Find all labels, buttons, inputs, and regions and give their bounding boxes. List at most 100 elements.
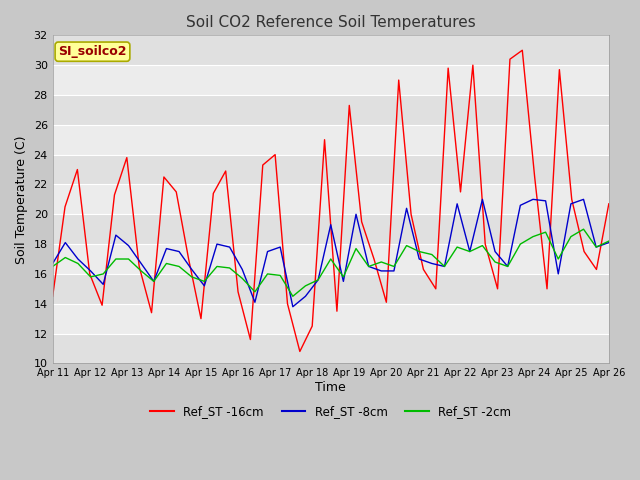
Ref_ST -16cm <box>321 137 328 143</box>
Ref_ST -8cm <box>188 266 196 272</box>
Ref_ST -16cm <box>531 174 538 180</box>
Ref_ST -16cm <box>160 174 168 180</box>
Ref_ST -8cm <box>301 293 309 299</box>
Ref_ST -2cm <box>301 283 309 289</box>
Ref_ST -2cm <box>226 265 234 271</box>
Ref_ST -16cm <box>580 249 588 254</box>
Ref_ST -16cm <box>74 167 81 172</box>
Ref_ST -2cm <box>276 273 284 278</box>
Ref_ST -16cm <box>246 336 254 342</box>
Ref_ST -2cm <box>175 264 183 269</box>
Ref_ST -8cm <box>251 300 259 305</box>
Ref_ST -2cm <box>516 241 524 247</box>
Ref_ST -16cm <box>407 211 415 217</box>
Ref_ST -8cm <box>605 240 612 245</box>
Ref_ST -8cm <box>340 278 348 284</box>
Ref_ST -8cm <box>542 198 550 204</box>
Ref_ST -8cm <box>516 203 524 208</box>
Ref_ST -2cm <box>327 256 335 262</box>
Ref_ST -2cm <box>403 243 410 249</box>
Bar <box>52 214 609 244</box>
Ref_ST -8cm <box>453 201 461 207</box>
Ref_ST -2cm <box>492 259 499 265</box>
Bar <box>52 304 609 334</box>
Ref_ST -2cm <box>529 234 537 240</box>
Ref_ST -2cm <box>289 293 297 299</box>
Ref_ST -8cm <box>138 261 145 266</box>
Ref_ST -2cm <box>567 234 575 240</box>
Ref_ST -8cm <box>415 256 423 262</box>
Legend: Ref_ST -16cm, Ref_ST -8cm, Ref_ST -2cm: Ref_ST -16cm, Ref_ST -8cm, Ref_ST -2cm <box>145 401 516 423</box>
Ref_ST -16cm <box>135 264 143 269</box>
Ref_ST -16cm <box>197 316 205 322</box>
Bar <box>52 184 609 214</box>
Ref_ST -8cm <box>200 283 208 289</box>
Bar <box>52 334 609 363</box>
Ref_ST -2cm <box>593 244 600 250</box>
Ref_ST -8cm <box>428 261 436 266</box>
Ref_ST -8cm <box>390 268 398 274</box>
Ref_ST -8cm <box>403 205 410 211</box>
Ref_ST -2cm <box>340 274 348 280</box>
Ref_ST -2cm <box>365 264 372 269</box>
Ref_ST -2cm <box>453 244 461 250</box>
Bar <box>52 244 609 274</box>
Ref_ST -16cm <box>370 256 378 262</box>
Bar <box>52 125 609 155</box>
Ref_ST -16cm <box>296 348 304 354</box>
Ref_ST -16cm <box>395 77 403 83</box>
Ref_ST -8cm <box>314 277 322 283</box>
Ref_ST -8cm <box>276 244 284 250</box>
Title: Soil CO2 Reference Soil Temperatures: Soil CO2 Reference Soil Temperatures <box>186 15 476 30</box>
Ref_ST -8cm <box>504 264 511 269</box>
Ref_ST -8cm <box>175 249 183 254</box>
Ref_ST -16cm <box>518 48 526 53</box>
Ref_ST -2cm <box>188 274 196 280</box>
Ref_ST -16cm <box>185 256 193 262</box>
Ref_ST -16cm <box>49 293 56 299</box>
Ref_ST -16cm <box>469 62 477 68</box>
Ref_ST -16cm <box>333 308 340 314</box>
Ref_ST -2cm <box>554 256 562 262</box>
Ref_ST -16cm <box>481 241 489 247</box>
Ref_ST -16cm <box>358 219 365 225</box>
Ref_ST -16cm <box>605 201 612 207</box>
Ref_ST -16cm <box>86 271 93 277</box>
Ref_ST -16cm <box>593 266 600 272</box>
Ref_ST -8cm <box>492 249 499 254</box>
Ref_ST -8cm <box>239 266 246 272</box>
Ref_ST -16cm <box>284 301 291 307</box>
Ref_ST -8cm <box>593 244 600 250</box>
Line: Ref_ST -2cm: Ref_ST -2cm <box>52 229 609 296</box>
Ref_ST -8cm <box>378 268 385 274</box>
Ref_ST -2cm <box>479 243 486 249</box>
Ref_ST -8cm <box>554 271 562 277</box>
Ref_ST -8cm <box>125 243 132 249</box>
Ref_ST -2cm <box>580 226 588 232</box>
Bar <box>52 65 609 95</box>
Ref_ST -2cm <box>605 238 612 244</box>
Ref_ST -2cm <box>61 254 69 260</box>
Ref_ST -2cm <box>504 264 511 269</box>
Ref_ST -16cm <box>61 204 69 210</box>
Ref_ST -16cm <box>346 103 353 108</box>
Ref_ST -16cm <box>308 323 316 329</box>
Ref_ST -2cm <box>49 264 56 269</box>
Ref_ST -16cm <box>209 191 217 196</box>
Text: SI_soilco2: SI_soilco2 <box>58 45 127 58</box>
Line: Ref_ST -8cm: Ref_ST -8cm <box>52 199 609 307</box>
Ref_ST -16cm <box>148 310 156 315</box>
Ref_ST -16cm <box>111 192 118 198</box>
Ref_ST -16cm <box>568 196 575 202</box>
Ref_ST -8cm <box>365 264 372 269</box>
Bar <box>52 274 609 304</box>
Ref_ST -16cm <box>234 289 242 295</box>
Ref_ST -8cm <box>529 196 537 202</box>
Ref_ST -2cm <box>200 278 208 284</box>
Ref_ST -8cm <box>327 222 335 228</box>
Ref_ST -2cm <box>112 256 120 262</box>
Bar <box>52 155 609 184</box>
Ref_ST -8cm <box>213 241 221 247</box>
Ref_ST -8cm <box>580 196 588 202</box>
Ref_ST -8cm <box>150 278 157 284</box>
